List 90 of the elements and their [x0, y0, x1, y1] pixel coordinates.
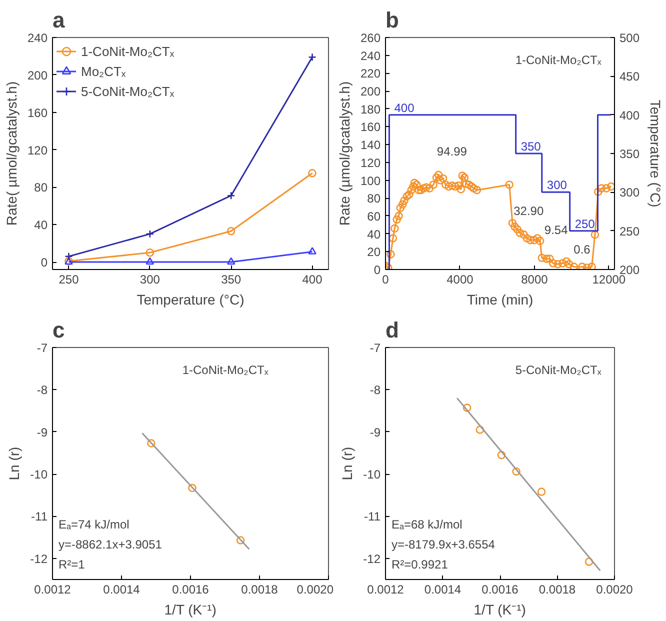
- y-axis-title: Ln (r): [6, 446, 22, 480]
- annotation: 9.54: [544, 222, 568, 237]
- annotation: Eₐ=74 kJ/mol: [58, 518, 130, 532]
- x-tick-label: 250: [58, 272, 80, 286]
- x-tick-label: 350: [221, 272, 242, 286]
- y-tick-label: 80: [34, 180, 48, 195]
- y-tick-label: 20: [367, 245, 381, 260]
- y-tick-label: -7: [36, 341, 48, 355]
- y2-tick-label: 450: [620, 70, 640, 84]
- x-axis-title: 1/T (K⁻¹): [164, 602, 216, 618]
- y-tick-label: 100: [360, 174, 381, 188]
- y-tick-label: 0: [40, 256, 48, 270]
- x-tick-label: 0.0020: [296, 582, 334, 596]
- x-tick-label: 0.0016: [482, 582, 519, 596]
- x-tick-label: 0.0018: [538, 582, 576, 596]
- x-tick-label: 0.0012: [34, 582, 72, 596]
- y-tick-label: 220: [360, 66, 381, 81]
- y-tick-label: -12: [30, 552, 48, 566]
- annotation: y=-8862.1x+3.9051: [58, 538, 162, 552]
- y-tick-label: 40: [367, 227, 381, 242]
- annotation: 32.90: [514, 204, 544, 218]
- y-tick-label: -11: [31, 510, 48, 524]
- y-tick-label: 160: [360, 120, 381, 134]
- y-tick-label: 240: [27, 31, 48, 45]
- y2-axis-title: Temperature (°C): [648, 100, 664, 208]
- y2-tick-label: 250: [620, 224, 640, 238]
- y-tick-label: -7: [370, 341, 381, 355]
- y-tick-label: -8: [36, 383, 48, 398]
- x-tick-label: 0.0018: [241, 582, 278, 596]
- x-tick-label: 4000: [446, 272, 474, 286]
- y-tick-label: 180: [360, 102, 381, 116]
- x-tick-label: 12000: [592, 272, 626, 286]
- y-tick-label: 40: [34, 218, 48, 232]
- y-tick-label: -8: [370, 383, 381, 398]
- y-tick-label: 0: [374, 263, 381, 277]
- y-tick-label: 260: [360, 31, 381, 45]
- x-tick-label: 0.0016: [172, 582, 210, 596]
- legend-label: Mo₂CTₓ: [81, 64, 126, 78]
- y-tick-label: -9: [370, 425, 381, 440]
- x-tick-label: 300: [140, 272, 160, 286]
- y-tick-label: 200: [360, 84, 381, 99]
- data-label: 400: [394, 100, 415, 115]
- x-tick-label: 0: [382, 272, 390, 286]
- x-tick-label: 0.0012: [367, 582, 404, 596]
- annotation: R²=0.9921: [392, 558, 448, 572]
- y-tick-label: -12: [363, 552, 381, 566]
- y-tick-label: 120: [360, 156, 381, 170]
- x-axis-title: Time (min): [466, 292, 534, 308]
- x-tick-label: 0.0014: [424, 582, 462, 596]
- y2-tick-label: 350: [620, 147, 640, 161]
- annotation: R²=1: [58, 558, 86, 572]
- annotation: 1-CoNit-Mo₂CTₓ: [515, 53, 602, 68]
- annotation: 1-CoNit-Mo₂CTₓ: [182, 363, 268, 378]
- annotation: y=-8179.9x+3.6554: [392, 538, 496, 552]
- x-axis-title: Temperature (°C): [136, 292, 244, 308]
- legend-label: 1-CoNit-Mo₂CTₓ: [81, 44, 174, 58]
- data-label: 350: [520, 140, 542, 154]
- y-tick-label: 60: [367, 209, 381, 224]
- chart-title: d: [386, 318, 399, 342]
- y-axis-title: Rate (µmol/gcatalyst.h): [336, 81, 352, 226]
- chart-title: a: [52, 8, 66, 32]
- y-tick-label: 200: [27, 68, 48, 82]
- x-tick-label: 400: [302, 272, 323, 286]
- y-tick-label: -10: [30, 468, 48, 482]
- y-tick-label: 240: [360, 48, 381, 63]
- y-axis-title: Rate( µmol/gcatalyst.h): [3, 81, 20, 226]
- annotation: Eₐ=68 kJ/mol: [392, 518, 462, 532]
- y-tick-label: 160: [27, 106, 48, 120]
- data-label: 250: [574, 216, 596, 231]
- y-tick-label: 120: [27, 143, 48, 158]
- y2-tick-label: 500: [620, 31, 640, 45]
- y2-tick-label: 300: [620, 186, 640, 200]
- y-tick-label: -10: [363, 468, 381, 482]
- y-tick-label: -9: [36, 425, 48, 440]
- y-tick-label: -11: [364, 510, 381, 524]
- chart-title: c: [52, 318, 65, 342]
- legend-label: 5-CoNit-Mo₂CTₓ: [81, 84, 174, 98]
- x-tick-label: 0.0020: [596, 582, 634, 596]
- y2-tick-label: 400: [620, 108, 640, 122]
- annotation: 0.6: [574, 242, 591, 257]
- x-axis-title: 1/T (K⁻¹): [474, 602, 526, 618]
- x-tick-label: 0.0014: [103, 582, 140, 596]
- annotation: 94.99: [436, 144, 468, 159]
- x-tick-label: 8000: [521, 272, 548, 286]
- data-label: 300: [546, 178, 568, 192]
- annotation: 5-CoNit-Mo₂CTₓ: [515, 363, 602, 378]
- chart-title: b: [386, 8, 399, 32]
- y-tick-label: 140: [360, 138, 381, 152]
- y-tick-label: 80: [367, 192, 381, 206]
- y-axis-title: Ln (r): [339, 446, 356, 480]
